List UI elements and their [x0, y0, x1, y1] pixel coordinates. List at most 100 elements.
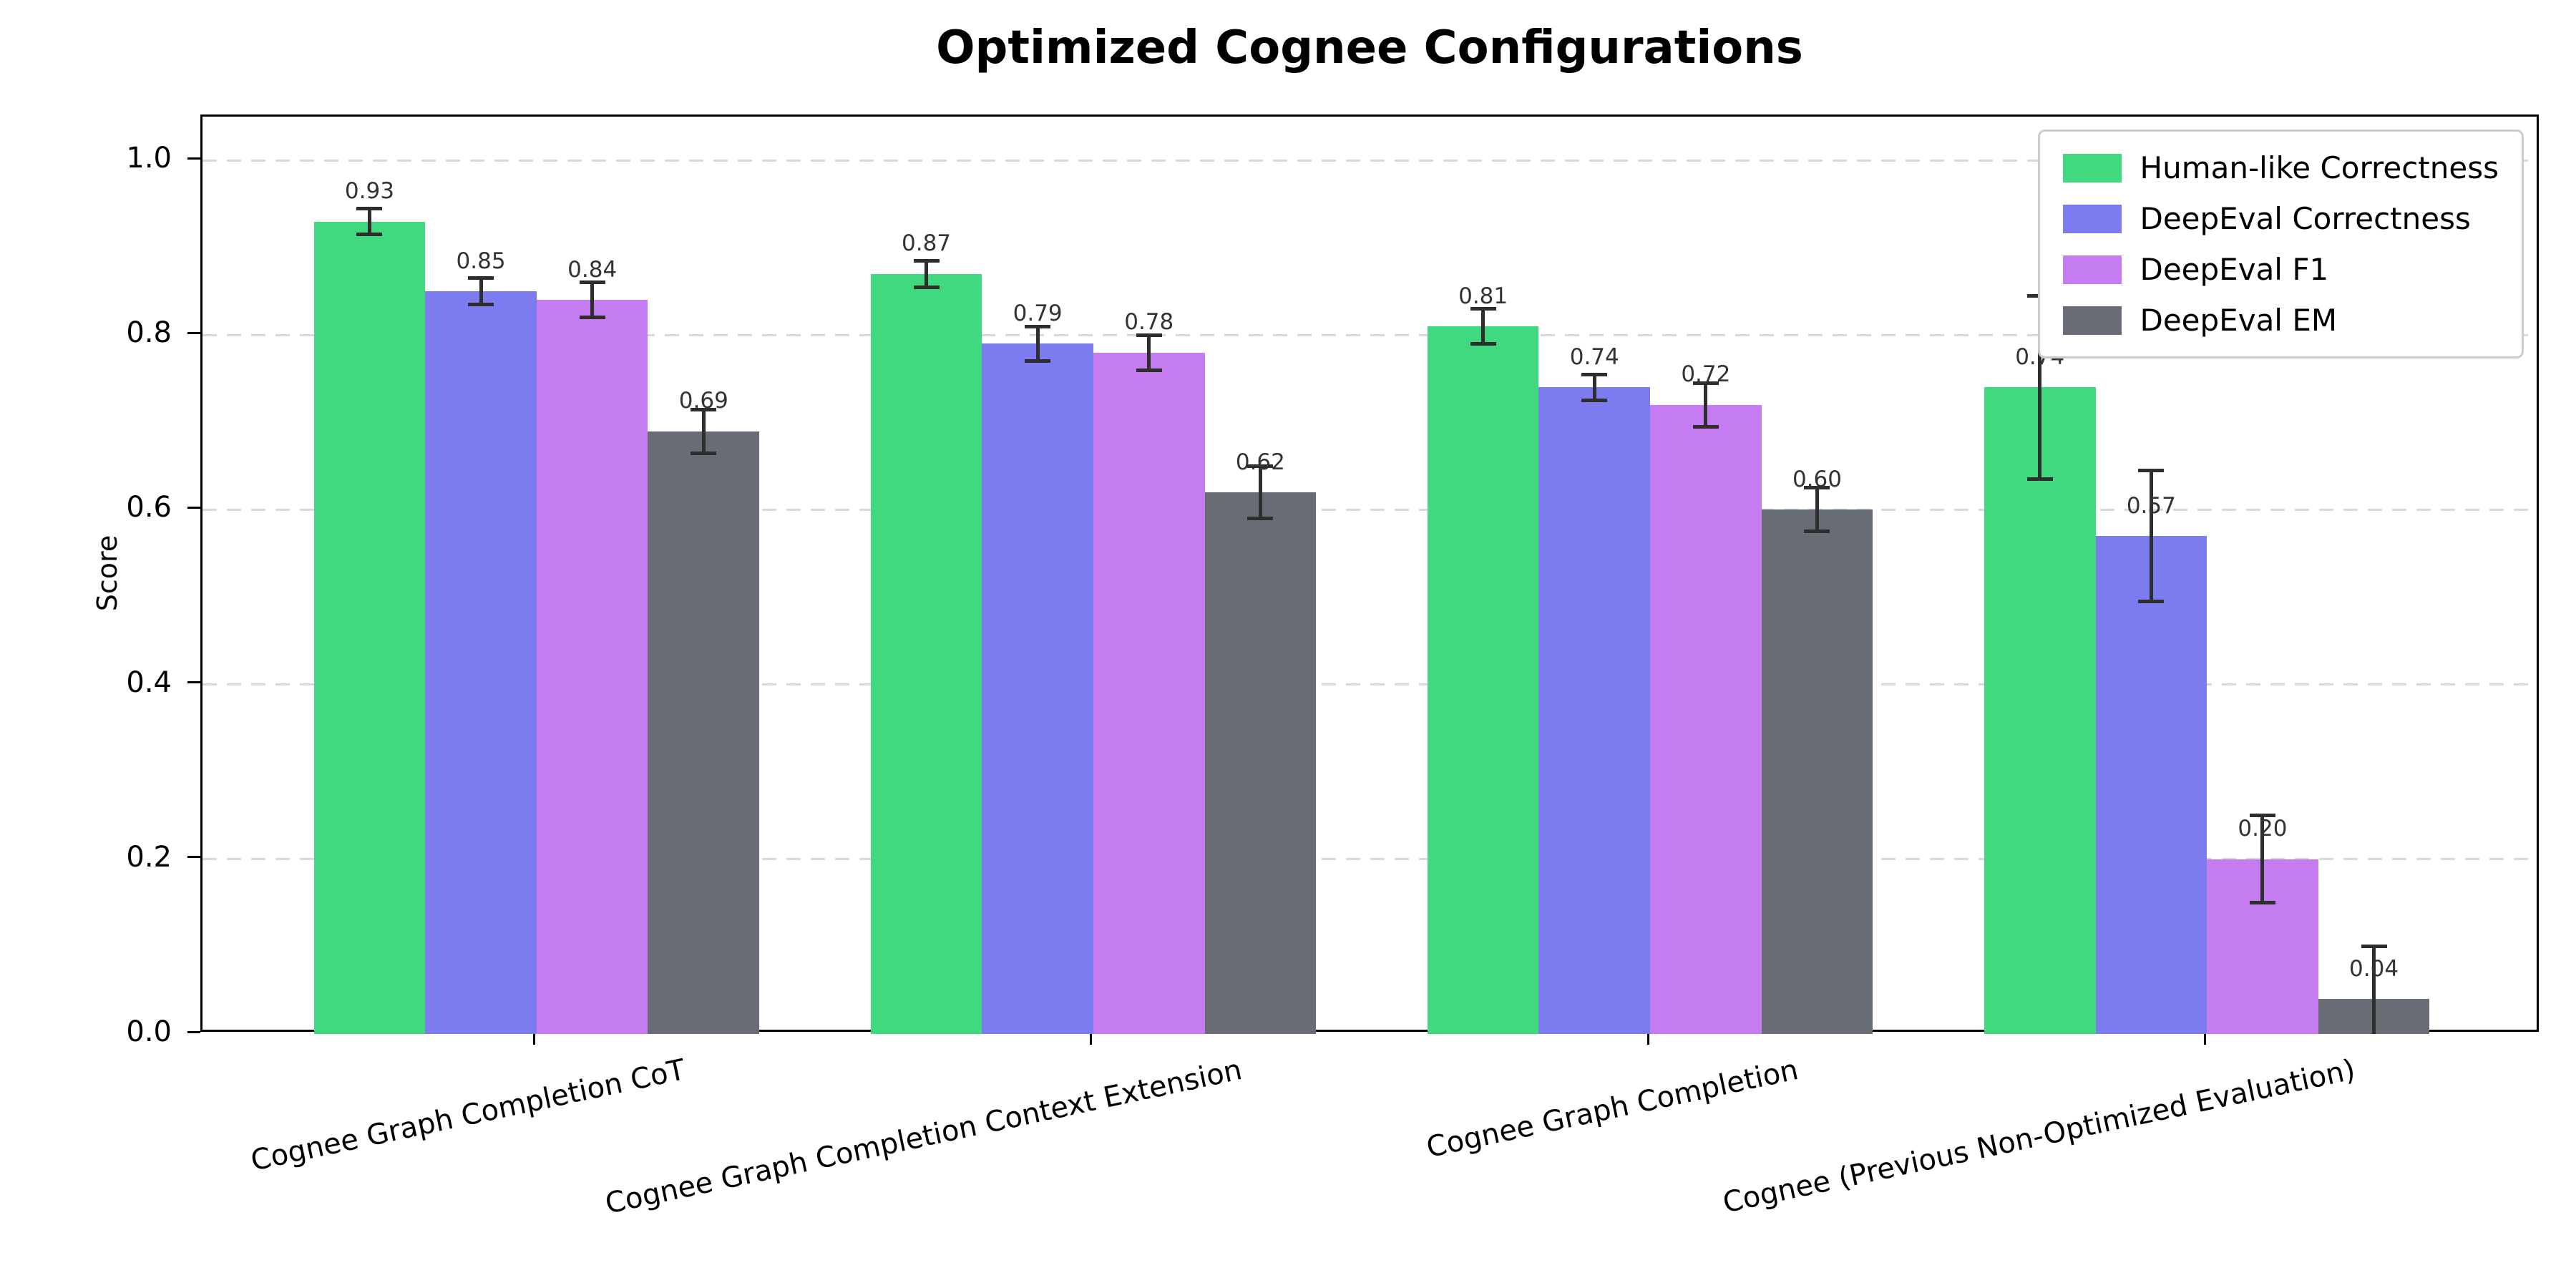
error-bar-cap-bottom — [1470, 341, 1496, 346]
legend-label: DeepEval EM — [2140, 303, 2338, 338]
legend-swatch — [2062, 153, 2122, 182]
error-bar-cap-bottom — [579, 316, 605, 320]
bar-value-label: 0.57 — [2126, 492, 2176, 519]
y-tick-mark — [187, 1030, 200, 1033]
bar — [870, 273, 982, 1034]
error-bar — [2260, 815, 2265, 903]
legend-item: DeepEval EM — [2062, 303, 2499, 338]
bar-value-label: 0.74 — [1569, 344, 1619, 371]
bar-value-label: 0.85 — [456, 248, 506, 274]
y-tick-label: 0.8 — [126, 316, 172, 350]
error-bar — [479, 278, 483, 305]
error-bar — [1147, 335, 1151, 371]
chart-title: Optimized Cognee Configurations — [936, 21, 1803, 74]
error-bar — [924, 260, 929, 288]
legend-label: DeepEval Correctness — [2140, 201, 2471, 236]
bar — [1427, 326, 1539, 1034]
error-bar — [2372, 946, 2376, 1034]
legend-label: DeepEval F1 — [2140, 252, 2329, 287]
y-tick-label: 0.4 — [126, 665, 172, 699]
y-tick-mark — [187, 856, 200, 859]
bar-value-label: 0.20 — [2238, 816, 2288, 842]
error-bar-cap-top — [2249, 814, 2275, 818]
legend-item: Human-like Correctness — [2062, 150, 2499, 185]
bar-value-label: 0.93 — [344, 178, 394, 205]
gridline — [203, 508, 2537, 511]
y-axis-label: Score — [92, 535, 123, 612]
error-bar — [590, 282, 595, 318]
bar — [1761, 509, 1873, 1034]
legend-item: DeepEval Correctness — [2062, 201, 2499, 236]
bar — [648, 431, 760, 1034]
error-bar-cap-top — [913, 258, 940, 263]
bar-value-label: 0.84 — [567, 256, 618, 283]
legend-swatch — [2062, 204, 2122, 233]
error-bar-cap-bottom — [468, 303, 494, 306]
error-bar-cap-top — [691, 407, 717, 411]
error-bar-cap-bottom — [1247, 517, 1274, 521]
bar-value-label: 0.72 — [1681, 361, 1731, 388]
error-bar-cap-bottom — [1581, 399, 1608, 403]
bar-value-label: 0.87 — [902, 230, 952, 257]
error-bar — [701, 409, 706, 454]
error-bar-cap-top — [1136, 333, 1162, 337]
y-tick-label: 0.0 — [126, 1015, 172, 1048]
legend-swatch — [2062, 255, 2122, 284]
legend-item: DeepEval F1 — [2062, 252, 2499, 287]
y-tick-mark — [187, 331, 200, 334]
legend-swatch — [2062, 306, 2122, 335]
x-tick-label-text: Cognee Graph Completion — [1424, 1053, 1802, 1165]
bar — [536, 300, 648, 1034]
error-bar-cap-top — [1470, 307, 1496, 311]
error-bar-cap-bottom — [1025, 359, 1051, 364]
error-bar-cap-top — [579, 280, 605, 285]
x-tick-label-text: Cognee (Previous Non-Optimized Evaluatio… — [1719, 1053, 2358, 1220]
error-bar-cap-top — [1247, 464, 1274, 468]
x-tick-mark — [2203, 1032, 2206, 1045]
error-bar-cap-bottom — [2138, 600, 2165, 604]
legend-label: Human-like Correctness — [2140, 150, 2499, 185]
bar-value-label: 0.79 — [1013, 301, 1063, 327]
error-bar-cap-top — [2138, 468, 2165, 472]
bar — [1650, 404, 1762, 1034]
x-tick-mark — [1646, 1032, 1649, 1045]
error-bar — [1035, 326, 1040, 361]
y-tick-label: 1.0 — [126, 142, 172, 175]
bar — [425, 291, 537, 1034]
bar — [313, 221, 426, 1034]
error-bar — [2149, 470, 2153, 602]
error-bar — [1592, 374, 1596, 401]
error-bar — [1481, 308, 1485, 344]
gridline — [203, 683, 2537, 686]
error-bar-cap-top — [468, 276, 494, 280]
error-bar — [1258, 466, 1262, 519]
error-bar-cap-bottom — [2249, 901, 2275, 905]
x-tick-mark — [1090, 1032, 1093, 1045]
bar-value-label: 0.81 — [1458, 283, 1508, 309]
error-bar — [1815, 487, 1819, 532]
gridline — [203, 333, 2537, 336]
bar — [982, 343, 1093, 1034]
y-tick-label: 0.6 — [126, 491, 172, 525]
error-bar — [367, 208, 371, 235]
x-tick-label-text: Cognee Graph Completion Context Extensio… — [602, 1053, 1245, 1221]
bar — [1538, 387, 1651, 1034]
plot-area: Human-like Correctness DeepEval Correctne… — [200, 114, 2539, 1034]
error-bar-cap-bottom — [356, 233, 383, 237]
bar — [2095, 536, 2207, 1034]
error-bar-cap-bottom — [691, 451, 717, 455]
error-bar-cap-bottom — [1136, 368, 1162, 372]
legend: Human-like Correctness DeepEval Correctne… — [2037, 130, 2524, 358]
bar — [1093, 352, 1205, 1034]
x-tick-mark — [533, 1032, 536, 1045]
error-bar-cap-top — [1692, 381, 1719, 385]
error-bar — [1704, 383, 1708, 427]
error-bar-cap-bottom — [913, 285, 940, 289]
error-bar-cap-top — [1804, 486, 1830, 490]
bar — [1204, 492, 1317, 1034]
error-bar-cap-top — [1025, 324, 1051, 328]
bar-value-label: 0.69 — [678, 388, 728, 414]
error-bar-cap-bottom — [1804, 530, 1830, 534]
error-bar-cap-top — [2361, 945, 2387, 949]
gridline — [203, 858, 2537, 861]
